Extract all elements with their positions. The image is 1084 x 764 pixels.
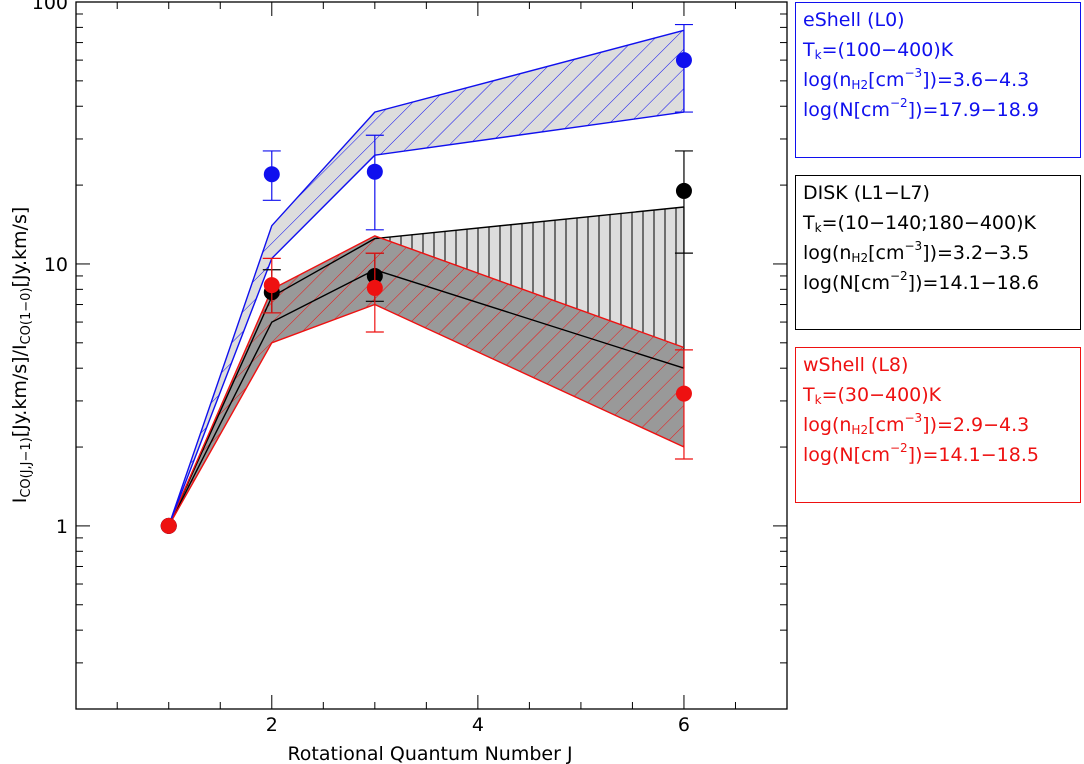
eshell-data-point-2	[366, 163, 383, 180]
eshell-data-point-1	[263, 166, 280, 183]
eshell-band-upper	[168, 29, 685, 527]
wshell-data-point-2	[366, 279, 383, 296]
y-tick-label: 100	[32, 0, 68, 14]
y-tick-label: 10	[44, 254, 68, 276]
legend-wshell-column: log(N[cm−2])=14.1−18.5	[803, 441, 1039, 466]
legend-eshell-column: log(N[cm−2])=17.9−18.9	[803, 96, 1039, 121]
legend-disk-tk: Tk=(10−140;180−400)K	[803, 212, 1036, 235]
legend-eshell-density: log(nH2[cm−3])=3.6−4.3	[803, 66, 1030, 92]
x-tick-label: 6	[678, 714, 690, 736]
y-tick-label: 1	[56, 516, 68, 538]
y-axis-label: ICO(J,J−1)[Jy.km/s]/ICO(1−0)[Jy.km/s]	[9, 207, 34, 504]
legend-wshell-density: log(nH2[cm−3])=2.9−4.3	[803, 411, 1030, 437]
disk-data-point-3	[675, 182, 692, 199]
legend-wshell-tk: Tk=(30−400)K	[803, 384, 942, 407]
legend-eshell: eShell (L0) Tk=(100−400)K log(nH2[cm−3])…	[795, 2, 1081, 158]
wshell-data-point-3	[675, 385, 692, 402]
plot-area: 2 4 6 1 10 100	[32, 0, 788, 736]
disk-band-lower	[168, 269, 685, 527]
wshell-band-lower	[168, 303, 685, 527]
plot-frame	[75, 1, 788, 710]
eshell-band-lower	[168, 111, 685, 527]
legend-wshell: wShell (L8) Tk=(30−400)K log(nH2[cm−3])=…	[795, 347, 1081, 503]
eshell-data-point-3	[675, 52, 692, 69]
legend-wshell-title: wShell (L8)	[803, 354, 909, 376]
x-axis-label: Rotational Quantum Number J	[287, 743, 572, 764]
legend-disk-density: log(nH2[cm−3])=3.2−3.5	[803, 239, 1030, 265]
eshell-band-hatch	[168, 30, 684, 526]
legend-eshell-title: eShell (L0)	[803, 9, 905, 31]
legend-disk-title: DISK (L1−L7)	[803, 182, 930, 204]
disk-band-upper	[168, 206, 685, 527]
legend-disk: DISK (L1−L7) Tk=(10−140;180−400)K log(nH…	[795, 175, 1081, 330]
legend-eshell-tk: Tk=(100−400)K	[803, 39, 954, 62]
legend-disk-column: log(N[cm−2])=14.1−18.6	[803, 269, 1039, 294]
wshell-band-upper	[168, 235, 685, 527]
wshell-data-point-0	[160, 517, 177, 534]
wshell-data-point-1	[263, 277, 280, 294]
x-tick-label: 2	[266, 714, 278, 736]
x-tick-label: 4	[472, 714, 484, 736]
